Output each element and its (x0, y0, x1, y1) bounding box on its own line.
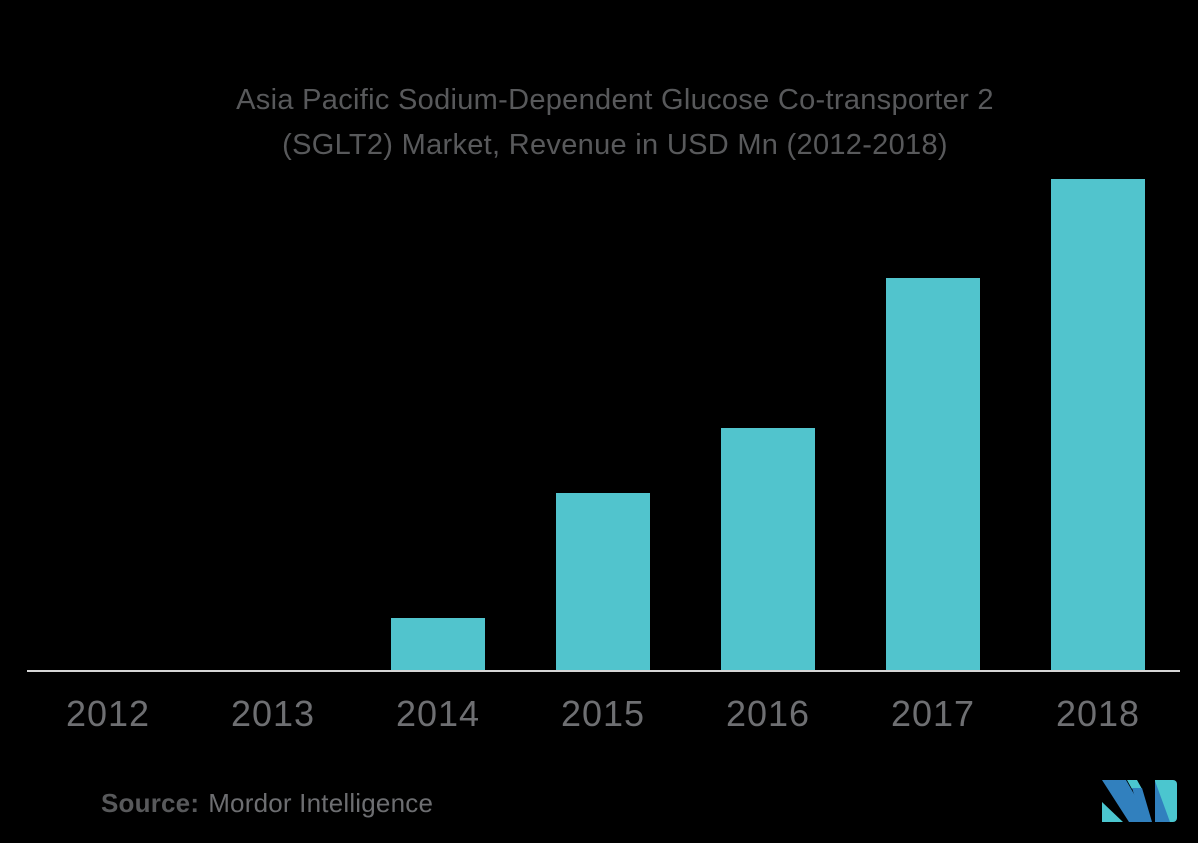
logo-blue-mid-stroke (1132, 788, 1152, 822)
x-axis-label-2014: 2014 (395, 693, 481, 734)
logo-teal-top-shape (1127, 780, 1142, 789)
logo-blue-left-stroke (1102, 780, 1150, 822)
bar-2015 (556, 493, 650, 670)
x-axis-label-2016: 2016 (725, 693, 811, 734)
bar-2014 (391, 618, 485, 670)
x-axis-label-2015: 2015 (560, 693, 646, 734)
source-caption: Source: Mordor Intelligence (101, 788, 433, 819)
bar-2018 (1051, 179, 1145, 670)
bar-2016 (721, 428, 815, 670)
logo-blue-triangle (1155, 781, 1170, 822)
mordor-intelligence-logo (1102, 780, 1177, 822)
source-value: Mordor Intelligence (208, 788, 434, 818)
source-label: Source: (101, 788, 200, 818)
x-axis-label-2017: 2017 (890, 693, 976, 734)
x-axis-line (27, 670, 1180, 672)
logo-teal-corner-shape (1102, 802, 1123, 822)
x-axis-label-2013: 2013 (230, 693, 316, 734)
bar-2017 (886, 278, 980, 670)
x-axis-label-2012: 2012 (65, 693, 151, 734)
chart-title-line2: (SGLT2) Market, Revenue in USD Mn (2012-… (282, 129, 948, 161)
chart-title: Asia Pacific Sodium-Dependent Glucose Co… (0, 78, 1198, 168)
chart-title-line1: Asia Pacific Sodium-Dependent Glucose Co… (236, 84, 994, 116)
x-axis-label-2018: 2018 (1055, 693, 1141, 734)
